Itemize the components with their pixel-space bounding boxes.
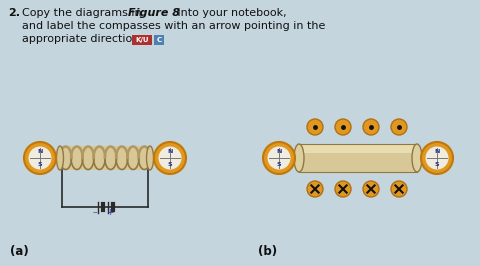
Circle shape [307,119,323,135]
Bar [299,144,417,153]
Bar [132,35,152,45]
Text: 2.: 2. [8,8,20,18]
Text: Figure 8: Figure 8 [128,8,180,18]
Bar [299,144,417,172]
Circle shape [421,142,453,174]
Circle shape [363,181,379,197]
Circle shape [335,181,351,197]
Circle shape [154,142,186,174]
Text: and label the compasses with an arrow pointing in the: and label the compasses with an arrow po… [22,21,325,31]
Ellipse shape [57,146,63,170]
Text: appropriate direction.: appropriate direction. [22,34,143,44]
Text: into your notebook,: into your notebook, [174,8,287,18]
Bar [154,35,164,45]
Ellipse shape [294,144,304,172]
Bar [60,146,150,170]
Text: (b): (b) [258,245,277,258]
Circle shape [24,142,56,174]
Text: N: N [168,149,173,155]
Text: S: S [276,162,281,167]
Circle shape [267,147,290,169]
Text: +: + [106,208,114,217]
Circle shape [363,119,379,135]
Text: –: – [93,208,97,217]
Text: S: S [435,162,439,167]
Text: S: S [168,162,172,167]
Text: Copy the diagrams in: Copy the diagrams in [22,8,145,18]
Text: (a): (a) [10,245,29,258]
Ellipse shape [412,144,422,172]
Circle shape [391,119,407,135]
Circle shape [28,147,51,169]
Text: K/U: K/U [135,37,149,43]
Circle shape [391,181,407,197]
Circle shape [335,119,351,135]
Ellipse shape [146,146,154,170]
Text: N: N [276,149,282,155]
Circle shape [263,142,295,174]
Text: N: N [37,149,43,155]
Circle shape [158,147,181,169]
Text: N: N [434,149,440,155]
Text: S: S [38,162,42,167]
Text: C: C [156,37,162,43]
Circle shape [425,147,448,169]
Circle shape [307,181,323,197]
